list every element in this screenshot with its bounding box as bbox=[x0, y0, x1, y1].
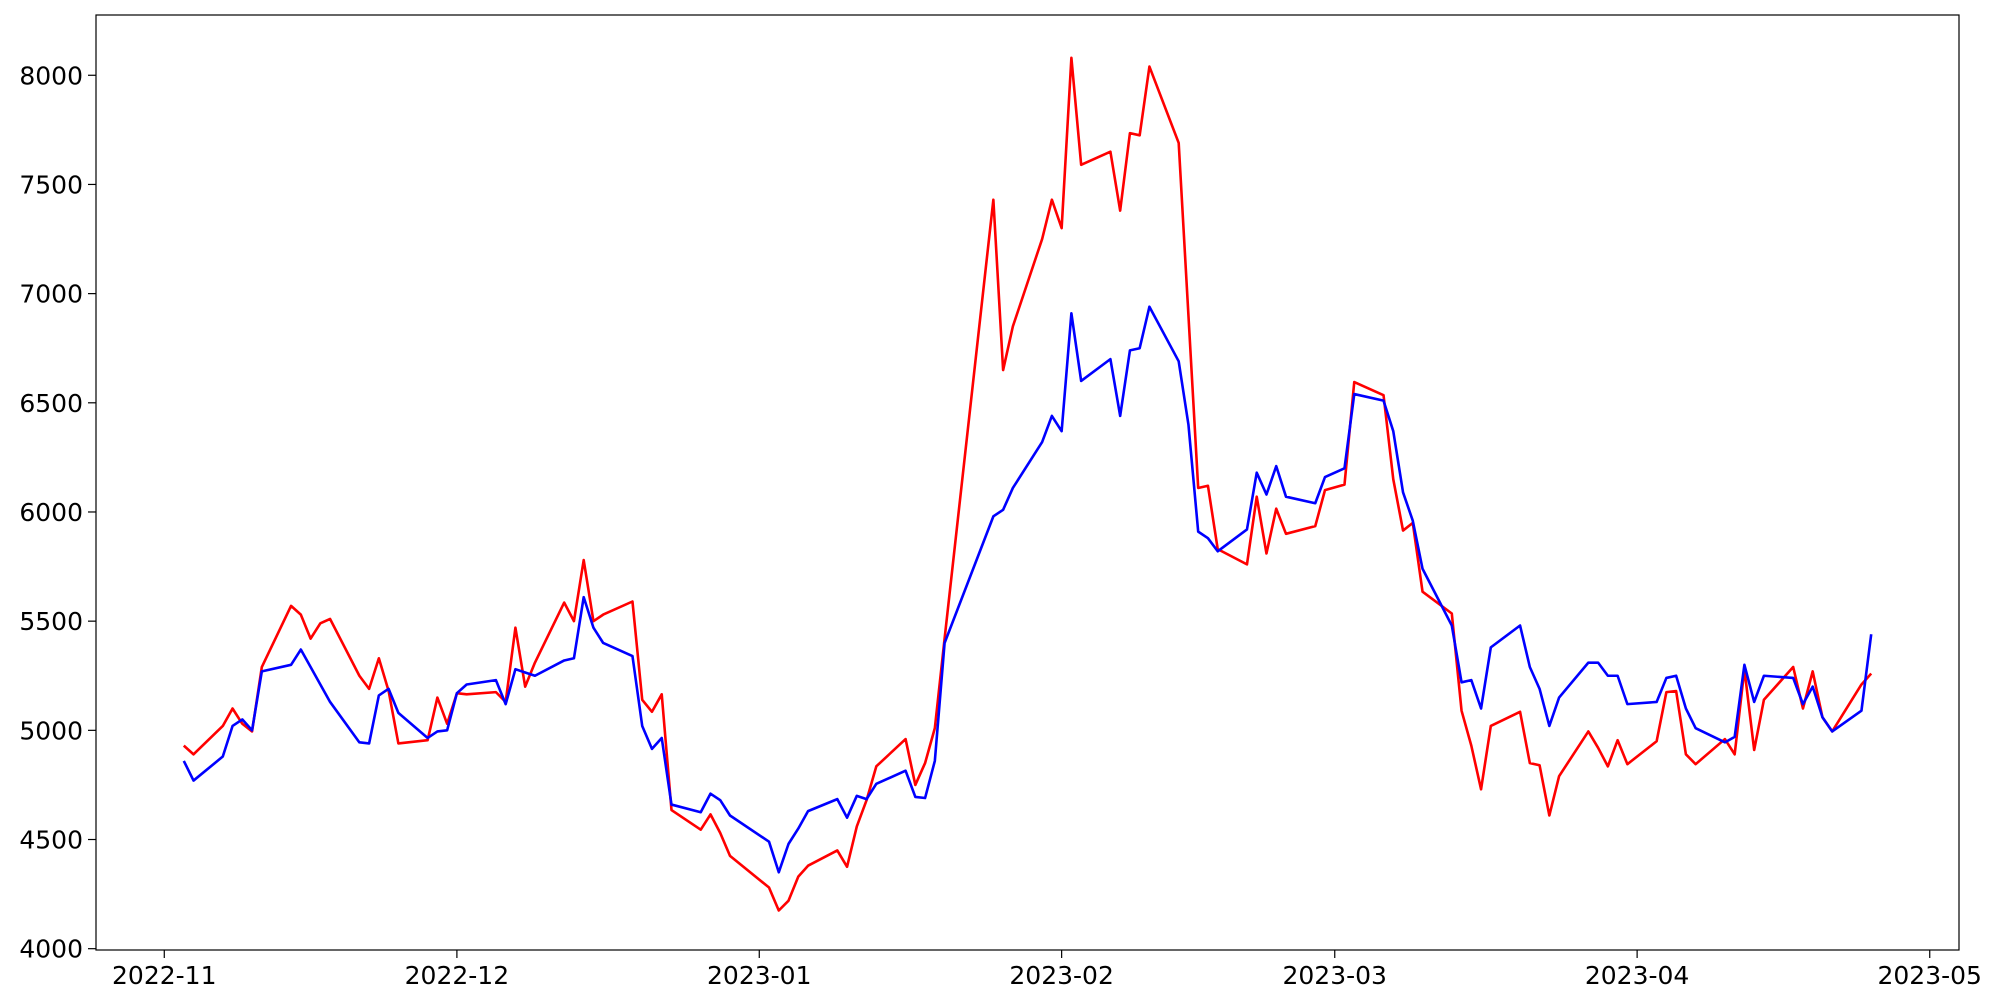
y-tick-label: 7000 bbox=[19, 280, 83, 309]
x-tick-label: 2023-03 bbox=[1283, 961, 1387, 990]
plot-frame bbox=[95, 14, 1960, 951]
y-tick-label: 4000 bbox=[19, 935, 83, 964]
y-tick-label: 6500 bbox=[19, 389, 83, 418]
x-tick-label: 2023-01 bbox=[707, 961, 811, 990]
y-tick-label: 5500 bbox=[19, 607, 83, 636]
y-tick-label: 4500 bbox=[19, 826, 83, 855]
x-tick-label: 2023-02 bbox=[1009, 961, 1113, 990]
y-tick-label: 6000 bbox=[19, 498, 83, 527]
x-tick-label: 2022-12 bbox=[405, 961, 509, 990]
y-tick-label: 8000 bbox=[19, 61, 83, 90]
y-tick-label: 7500 bbox=[19, 170, 83, 199]
x-tick-label: 2023-04 bbox=[1585, 961, 1689, 990]
series-line bbox=[182, 305, 1873, 874]
y-tick-label: 5000 bbox=[19, 716, 83, 745]
x-tick-label: 2023-05 bbox=[1878, 961, 1982, 990]
series-line bbox=[182, 56, 1873, 912]
x-tick-label: 2022-11 bbox=[112, 961, 216, 990]
